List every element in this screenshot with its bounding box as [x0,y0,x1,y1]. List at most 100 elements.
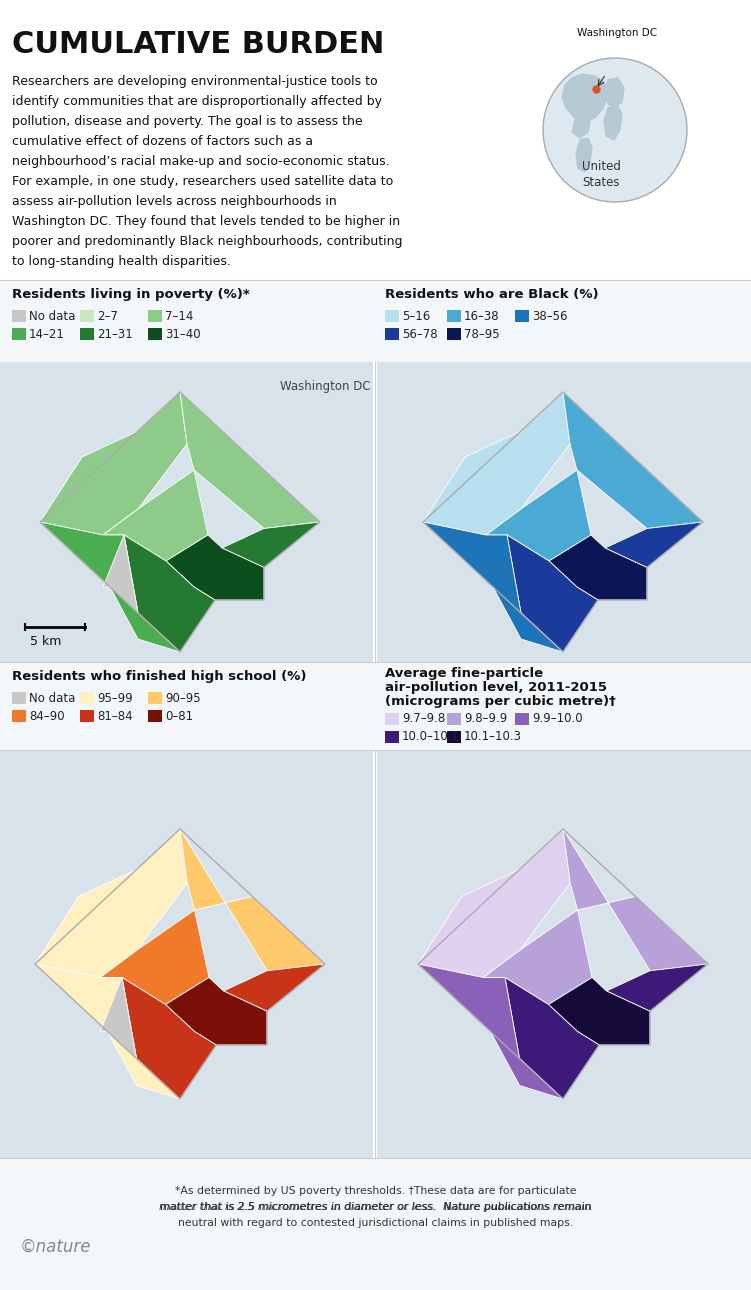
Bar [0,280,751,362]
Text: 5–16: 5–16 [402,310,430,322]
Bar [148,691,162,704]
Text: 10.0–10.1: 10.0–10.1 [402,730,460,743]
Text: 78–95: 78–95 [464,328,499,341]
Text: 38–56: 38–56 [532,310,568,322]
Polygon shape [572,117,590,138]
Polygon shape [124,535,215,651]
Polygon shape [180,829,325,971]
Polygon shape [165,978,267,1045]
Bar [447,310,461,322]
Polygon shape [605,522,703,568]
Text: *As determined by US poverty thresholds. †These data are for particulate: *As determined by US poverty thresholds.… [175,1186,576,1196]
Polygon shape [505,978,599,1099]
Bar [80,310,94,322]
Text: neighbourhood’s racial make-up and socio-economic status.: neighbourhood’s racial make-up and socio… [12,155,390,168]
Text: neutral with regard to contested jurisdictional claims in published maps.: neutral with regard to contested jurisdi… [178,1218,573,1228]
Polygon shape [35,829,187,978]
Text: Residents who finished high school (%): Residents who finished high school (%) [12,670,306,682]
Text: United
States: United States [581,160,620,190]
Polygon shape [604,106,622,141]
Bar [148,710,162,722]
Polygon shape [423,392,570,535]
Polygon shape [423,522,563,651]
Polygon shape [100,978,137,1059]
Bar [12,691,26,704]
Polygon shape [549,535,647,600]
Text: 9.9–10.0: 9.9–10.0 [532,712,583,725]
Bar [148,328,162,341]
Text: 84–90: 84–90 [29,710,65,722]
Bar [377,362,751,662]
Bar [80,710,94,722]
Bar [148,310,162,322]
Text: 95–99: 95–99 [97,691,133,704]
Text: poorer and predominantly Black neighbourhoods, contributing: poorer and predominantly Black neighbour… [12,235,403,248]
Bar [80,328,94,341]
Text: assess air-pollution levels across neighbourhoods in: assess air-pollution levels across neigh… [12,195,336,208]
Bar [385,328,399,341]
Text: Washington DC: Washington DC [577,28,657,37]
Text: air-pollution level, 2011-2015: air-pollution level, 2011-2015 [385,681,607,694]
Polygon shape [576,138,592,172]
Text: 16–38: 16–38 [464,310,499,322]
Bar [0,662,751,749]
Text: ©nature: ©nature [20,1238,92,1256]
Bar [80,691,94,704]
Text: 10.1–10.3: 10.1–10.3 [464,730,522,743]
Text: Residents living in poverty (%)*: Residents living in poverty (%)* [12,288,250,301]
Text: 9.8–9.9: 9.8–9.9 [464,712,507,725]
Polygon shape [166,535,264,600]
Text: For example, in one study, researchers used satellite data to: For example, in one study, researchers u… [12,175,394,188]
Polygon shape [563,392,703,529]
Text: (micrograms per cubic metre)†: (micrograms per cubic metre)† [385,695,616,708]
Bar [377,749,751,1158]
Text: 56–78: 56–78 [402,328,438,341]
Text: 81–84: 81–84 [97,710,133,722]
Ellipse shape [543,58,687,203]
Text: identify communities that are disproportionally affected by: identify communities that are disproport… [12,95,382,108]
Polygon shape [548,978,650,1045]
Text: 90–95: 90–95 [165,691,201,704]
Bar [515,310,529,322]
Bar [12,710,26,722]
Bar [447,328,461,341]
Bar [385,713,399,725]
Polygon shape [35,964,180,1099]
Text: pollution, disease and poverty. The goal is to assess the: pollution, disease and poverty. The goal… [12,115,363,128]
Bar [12,328,26,341]
Polygon shape [100,909,209,1005]
Text: CUMULATIVE BURDEN: CUMULATIVE BURDEN [12,30,385,59]
Polygon shape [40,522,180,651]
Bar [0,362,373,662]
Text: Average fine-particle: Average fine-particle [385,667,543,680]
Polygon shape [562,74,608,123]
Polygon shape [40,392,187,535]
Text: Washington DC. They found that levels tended to be higher in: Washington DC. They found that levels te… [12,215,400,228]
Polygon shape [103,470,208,561]
Polygon shape [180,392,320,529]
Polygon shape [418,964,563,1099]
Text: Washington DC: Washington DC [279,381,370,393]
Polygon shape [607,964,708,1011]
Polygon shape [122,978,216,1099]
Text: 7–14: 7–14 [165,310,193,322]
Bar [447,731,461,743]
Text: 14–21: 14–21 [29,328,65,341]
Text: matter that is 2.5 micrometres in diameter or less.  Nature publications remain: matter that is 2.5 micrometres in diamet… [159,1202,592,1213]
Bar [12,310,26,322]
Bar [515,713,529,725]
Text: No data: No data [29,310,75,322]
Text: Residents who are Black (%): Residents who are Black (%) [385,288,599,301]
Text: 0–81: 0–81 [165,710,193,722]
Text: 9.7–9.8: 9.7–9.8 [402,712,445,725]
Polygon shape [507,535,598,651]
Bar [385,310,399,322]
Text: 2–7: 2–7 [97,310,118,322]
Text: cumulative effect of dozens of factors such as a: cumulative effect of dozens of factors s… [12,135,313,148]
Polygon shape [486,470,591,561]
Text: 21–31: 21–31 [97,328,133,341]
Bar [0,749,373,1158]
Polygon shape [222,522,320,568]
Bar [0,1158,751,1290]
Text: 31–40: 31–40 [165,328,201,341]
